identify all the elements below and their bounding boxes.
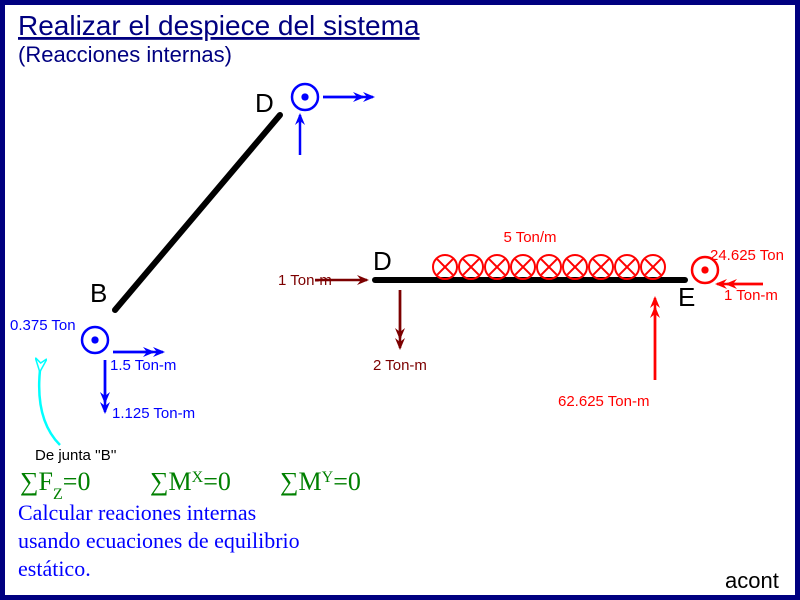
reaction-d-right: [315, 280, 400, 348]
signature: acont: [725, 568, 779, 593]
svg-text:estático.: estático.: [18, 556, 91, 581]
label-e: E: [678, 282, 695, 312]
label-d-left: D: [255, 88, 274, 118]
reaction-d-top: [292, 84, 373, 155]
footer-text: Calcular reaciones internas usando ecuaci…: [18, 500, 300, 581]
distributed-load: [433, 255, 665, 279]
svg-text:∑FZ=0: ∑FZ=0: [20, 467, 90, 503]
svg-text:Calcular reaciones internas: Calcular reaciones internas: [18, 500, 256, 525]
svg-text:∑MX=0: ∑MX=0: [150, 467, 231, 496]
diagram-svg: Realizar el despiece del sistema (Reacci…: [0, 0, 800, 600]
svg-text:∑MY=0: ∑MY=0: [280, 467, 361, 496]
diagram-frame: Realizar el despiece del sistema (Reacci…: [0, 0, 800, 600]
label-d-right: D: [373, 246, 392, 276]
joint-b-label: De junta ''B'': [35, 447, 117, 464]
label-b-moment: 0.375 Ton: [10, 317, 76, 334]
label-d-de-v: 2 Ton-m: [373, 357, 427, 374]
label-d-de-h: 1 Ton-m: [278, 272, 332, 289]
title-sub: (Reacciones internas): [18, 42, 232, 67]
equations: ∑FZ=0 ∑MX=0 ∑MY=0: [20, 467, 361, 503]
label-e-v: 62.625 Ton-m: [558, 393, 649, 410]
label-b-h: 1.5 Ton-m: [110, 357, 176, 374]
reaction-e: [655, 257, 763, 380]
member-bd: [115, 115, 280, 310]
label-e-moment: 24.625 Ton: [710, 247, 784, 264]
title-main: Realizar el despiece del sistema: [18, 10, 420, 41]
joint-b-arrow: [39, 370, 60, 445]
label-b: B: [90, 278, 107, 308]
svg-text:usando ecuaciones de equilibri: usando ecuaciones de equilibrio: [18, 528, 300, 553]
distributed-load-label: 5 Ton/m: [503, 229, 556, 246]
label-e-h: 1 Ton-m: [724, 287, 778, 304]
label-b-v: 1.125 Ton-m: [112, 405, 195, 422]
